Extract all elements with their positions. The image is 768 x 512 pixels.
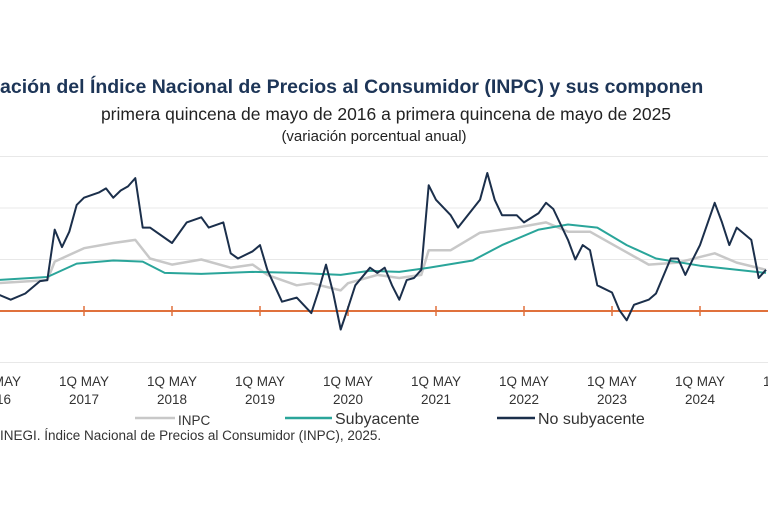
series-line-subyacente [0,223,767,281]
unit-note: (variación porcentual anual) [281,128,467,145]
source-note: INEGI. Índice Nacional de Precios al Con… [0,428,382,443]
x-tick-label: 1Q MAY 2021 [411,374,461,407]
x-tick-label: 1Q MAY2016 [0,374,21,407]
legend-label: Subyacente [335,411,420,428]
chart-title: ación del Índice Nacional de Precios al … [0,76,704,98]
x-tick-label: 1Q MAY 2022 [499,374,549,407]
x-tick-label: 1Q MAY 2018 [147,374,197,407]
legend-label: INPC [178,413,211,428]
legend-label: No subyacente [538,411,645,428]
series-line-inpc [0,221,767,292]
series-line-no-subyacente [0,172,767,331]
x-tick-label: 1Q MAY 2019 [235,374,285,407]
x-tick-label: 1Q MAY2025 [763,374,768,407]
x-tick-label: 1Q MAY 2024 [675,374,725,407]
x-tick-label: 1Q MAY 2023 [587,374,637,407]
chart-subtitle: primera quincena de mayo de 2016 a prime… [100,104,672,124]
x-tick-label: 1Q MAY 2020 [323,374,373,407]
x-tick-label: 1Q MAY 2017 [59,374,109,407]
